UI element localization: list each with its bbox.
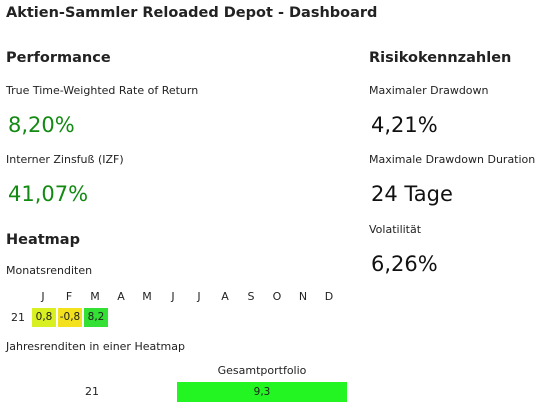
month-header: F <box>65 290 73 303</box>
month-header: J <box>197 290 201 303</box>
month-header: O <box>272 290 282 303</box>
heatmap-cell: 8,2 <box>84 308 108 327</box>
month-header: J <box>41 290 45 303</box>
row-year: 21 <box>85 385 99 398</box>
metric-label: Volatilität <box>369 223 422 236</box>
metric-label: Interner Zinsfuß (IZF) <box>6 153 124 166</box>
heatmap-cell: -0,8 <box>58 308 82 327</box>
heatmap-label: Jahresrenditen in einer Heatmap <box>6 340 185 353</box>
month-header: M <box>142 290 152 303</box>
heatmap-cell: 9,3 <box>177 382 347 402</box>
metric-value: 6,26% <box>371 252 438 276</box>
month-header: N <box>298 290 308 303</box>
section-heading: Risikokennzahlen <box>369 50 512 66</box>
metric-value: 8,20% <box>8 113 75 137</box>
column-header: Gesamtportfolio <box>217 364 307 377</box>
metric-value: 24 Tage <box>371 182 453 206</box>
metric-label: Maximale Drawdown Duration <box>369 153 536 166</box>
heatmap-label: Monatsrenditen <box>6 264 93 277</box>
month-header: S <box>247 290 255 303</box>
month-header: A <box>221 290 229 303</box>
month-header: A <box>117 290 125 303</box>
metric-label: True Time-Weighted Rate of Return <box>6 84 199 97</box>
section-heading: Performance <box>6 50 111 66</box>
month-header: M <box>90 290 100 303</box>
row-year: 21 <box>11 311 25 324</box>
heatmap-cell: 0,8 <box>32 308 56 327</box>
page-title: Aktien-Sammler Reloaded Depot - Dashboar… <box>6 5 378 21</box>
metric-value: 41,07% <box>8 182 89 206</box>
metric-label: Maximaler Drawdown <box>369 84 489 97</box>
month-header: J <box>171 290 175 303</box>
section-heading: Heatmap <box>6 232 80 248</box>
metric-value: 4,21% <box>371 113 438 137</box>
month-header: D <box>324 290 334 303</box>
